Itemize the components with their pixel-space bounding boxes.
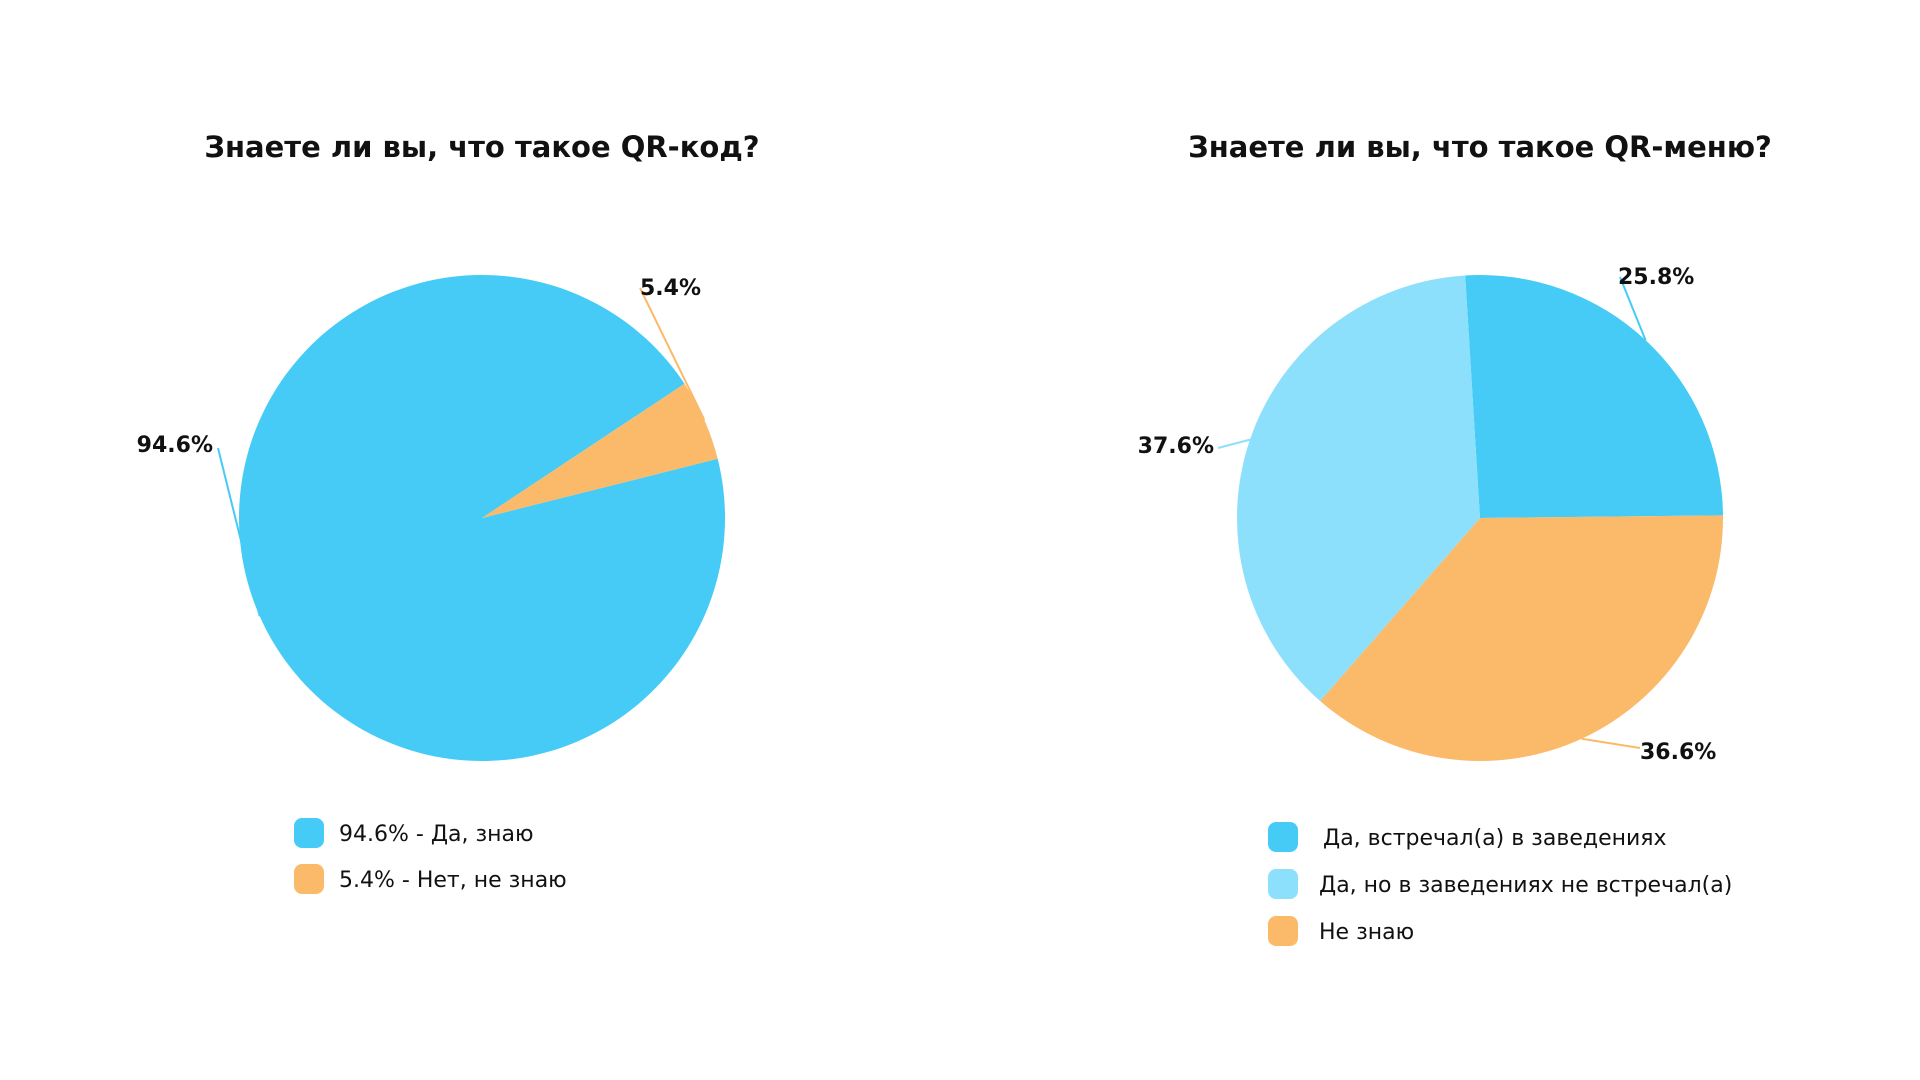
legend: 94.6% - Да, знаю 5.4% - Нет, не знаю [294, 818, 567, 894]
leader-line-no [639, 287, 706, 421]
legend-swatch-yes [294, 818, 324, 848]
legend-label-no: 5.4% - Нет, не знаю [339, 868, 567, 893]
data-label-no: 5.4% [640, 276, 701, 301]
legend-swatch-met [1268, 822, 1298, 852]
data-labels: 94.6% 5.4% [137, 276, 701, 458]
qr-code-pie-chart: Знаете ли вы, что такое QR-код? 94.6% 5.… [137, 130, 760, 894]
data-label-met: 25.8% [1618, 265, 1694, 290]
legend-label-yes: 94.6% - Да, знаю [339, 822, 534, 847]
chart-title: Знаете ли вы, что такое QR-код? [204, 130, 759, 164]
legend-label-met: Да, встречал(а) в заведениях [1323, 826, 1667, 851]
pie-slice-met [1465, 274, 1723, 518]
leader-line-yes [217, 447, 261, 617]
pie-slice-not-met [1237, 275, 1480, 701]
data-label-not-met: 37.6% [1138, 434, 1214, 459]
leader-lines [1217, 276, 1647, 749]
data-label-yes: 94.6% [137, 433, 213, 458]
leader-line-dont-know [1581, 737, 1641, 749]
leader-line-not-met [1217, 438, 1251, 449]
qr-menu-pie-chart: Знаете ли вы, что такое QR-меню? 25.8% 3… [1138, 130, 1772, 946]
data-label-dont-know: 36.6% [1640, 740, 1716, 765]
pie-slices [239, 275, 726, 762]
pie-slice-no [482, 383, 718, 518]
chart-title: Знаете ли вы, что такое QR-меню? [1188, 130, 1772, 164]
pie-slices [1237, 274, 1724, 761]
legend-swatch-no [294, 864, 324, 894]
pie-slice-dont-know [1320, 515, 1724, 761]
legend: Да, встречал(а) в заведениях Да, но в за… [1268, 822, 1732, 946]
legend-swatch-not-met [1268, 869, 1298, 899]
leader-line-met [1619, 276, 1647, 341]
data-labels: 25.8% 36.6% 37.6% [1138, 265, 1717, 765]
leader-lines [217, 287, 706, 617]
pie-slice-yes [239, 275, 726, 762]
legend-swatch-dont-know [1268, 916, 1298, 946]
legend-label-dont-know: Не знаю [1319, 920, 1414, 945]
legend-label-not-met: Да, но в заведениях не встречал(а) [1319, 873, 1732, 898]
